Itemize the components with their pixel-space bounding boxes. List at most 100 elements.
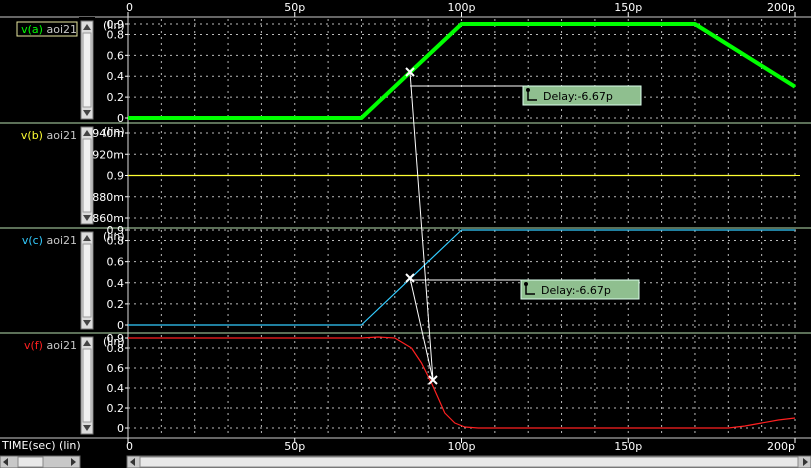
scale-label: (lin) [103, 335, 125, 348]
signal-label[interactable]: v(c) aoi21 [22, 234, 77, 247]
scale-label: (lin) [103, 230, 125, 243]
delay-label: Delay:-6.67p [541, 284, 611, 297]
time-tick-label: 0 [126, 1, 133, 14]
y-tick-label: 0.8 [107, 235, 125, 248]
y-tick-label: 0.8 [107, 342, 125, 355]
bottom-time-axis: 0 50p 100p 150p 200p [0, 437, 811, 453]
horizontal-scrollbar-left[interactable] [0, 455, 81, 468]
marker-x-icon[interactable] [428, 375, 438, 385]
scroll-left-arrow-icon[interactable] [3, 458, 8, 466]
instance-name: aoi21 [46, 129, 77, 142]
scroll-down-arrow-icon[interactable] [83, 320, 91, 326]
scroll-left-arrow-icon[interactable] [130, 458, 135, 466]
y-tick-label: 0.4 [107, 382, 125, 395]
instance-name: aoi21 [46, 23, 77, 36]
delay-icon [527, 90, 537, 101]
signal-label[interactable]: v(a) aoi21 [16, 21, 78, 37]
scroll-right-arrow-icon[interactable] [71, 458, 76, 466]
signal-name-text: v(a) [21, 23, 46, 36]
y-tick-label: 860m [92, 212, 124, 225]
signal-name-text: v(f) [24, 339, 46, 352]
delay-box-bg [520, 279, 640, 300]
scroll-down-arrow-icon[interactable] [83, 425, 91, 431]
y-tick-label: 880m [92, 191, 124, 204]
time-tick-label: 200p [767, 1, 795, 14]
delay-label: Delay:-6.67p [543, 90, 613, 103]
delay-icon-dot [524, 282, 528, 286]
delay-icon [525, 284, 535, 295]
time-tick-label: 150p [614, 1, 642, 14]
panel-scroll-thumb[interactable] [82, 348, 92, 423]
signal-label[interactable]: v(b) aoi21 [21, 129, 77, 142]
scroll-thumb-left[interactable] [17, 456, 44, 468]
top-time-axis [0, 0, 811, 17]
y-tick-label: 920m [92, 148, 124, 161]
signal-label[interactable]: v(f) aoi21 [24, 339, 77, 352]
y-tick-label: 0.2 [107, 298, 125, 311]
time-tick-label: 100p [448, 440, 476, 453]
marker-x-icon[interactable] [405, 273, 415, 283]
panel-scroll-thumb[interactable] [82, 32, 92, 108]
scroll-right-arrow-icon[interactable] [803, 458, 808, 466]
panels: v(a) aoi21 (lin)0.90.80.60.40.20v(b) aoi2… [0, 17, 811, 439]
y-tick-label: 0.9 [107, 332, 125, 345]
y-tick-label: 0.9 [107, 18, 125, 31]
horizontal-scrollbar-main[interactable] [126, 455, 811, 468]
y-tick-label: 0.8 [107, 28, 125, 41]
signal-name: v(c) aoi21 [22, 234, 77, 247]
time-tick-label: 50p [284, 1, 305, 14]
y-tick-label: 0.4 [107, 277, 125, 290]
delay-measurement-box[interactable]: Delay:-6.67p [520, 279, 640, 300]
waveform-trace [128, 22, 797, 120]
signal-name: v(f) aoi21 [24, 339, 77, 352]
panel-va: v(a) aoi21 (lin)0.90.8 0.6 0.4 0.2 0 [0, 17, 811, 125]
marker-x-icon[interactable] [405, 67, 415, 77]
scroll-up-arrow-icon[interactable] [83, 235, 91, 241]
panel-vc: v(c) aoi21 (lin)0.90.8 0.6 0.4 0.2 0 [0, 224, 811, 334]
scroll-down-arrow-icon[interactable] [83, 215, 91, 221]
delay-measurement-box[interactable]: Delay:-6.67p [522, 85, 642, 106]
y-tick-label: 0.4 [107, 70, 125, 83]
delay-icon-dot [526, 88, 530, 92]
delay-measurements: Delay:-6.67p Delay:-6.67p [405, 67, 642, 385]
scroll-up-arrow-icon[interactable] [83, 340, 91, 346]
scroll-thumb-main[interactable] [139, 456, 799, 468]
waveform-trace [128, 336, 796, 429]
waveform-trace [128, 229, 795, 326]
signal-name-text: v(c) [22, 234, 47, 247]
y-tick-label: 0 [117, 319, 124, 332]
selection-box [16, 21, 78, 37]
y-tick-label: 0.9 [107, 224, 125, 237]
y-tick-label: 0 [117, 422, 124, 435]
panel-scroll-thumb[interactable] [82, 243, 92, 318]
y-tick-label: 0 [117, 112, 124, 125]
y-tick-label: 0.9 [107, 170, 125, 183]
y-tick-label: 940m [92, 127, 124, 140]
time-tick-label: 0 [126, 440, 133, 453]
scale-label: (lin) [103, 19, 125, 32]
y-tick-label: 0.6 [107, 256, 125, 269]
top-time-ticks: 0 50p 100p 150p 200p [0, 1, 811, 18]
time-tick-label: 100p [448, 1, 476, 14]
signal-name: v(a) aoi21 [21, 23, 77, 36]
y-tick-label: 0.6 [107, 49, 125, 62]
y-tick-label: 0.2 [107, 91, 125, 104]
panel-vb: v(b) aoi21 (lin)940m 920m 0.9 880m 860m [0, 123, 811, 229]
time-axis-label: TIME(sec) (lin) [1, 439, 81, 452]
scale-label: (lin) [103, 125, 125, 138]
panel-vf: v(f) aoi21 (lin)0.90.8 0.6 0.4 0.2 0 [0, 332, 811, 439]
instance-name: aoi21 [46, 339, 77, 352]
time-tick-label: 200p [767, 440, 795, 453]
scroll-up-arrow-icon[interactable] [83, 24, 91, 30]
time-tick-label: 50p [284, 440, 305, 453]
delay-box-bg [522, 85, 642, 106]
scroll-down-arrow-icon[interactable] [83, 110, 91, 116]
time-tick-label: 150p [614, 440, 642, 453]
scroll-up-arrow-icon[interactable] [83, 130, 91, 136]
instance-name: aoi21 [46, 234, 77, 247]
y-tick-label: 0.6 [107, 362, 125, 375]
signal-name-text: v(b) [21, 129, 47, 142]
y-tick-label: 0.2 [107, 402, 125, 415]
panel-scroll-thumb[interactable] [82, 138, 92, 213]
